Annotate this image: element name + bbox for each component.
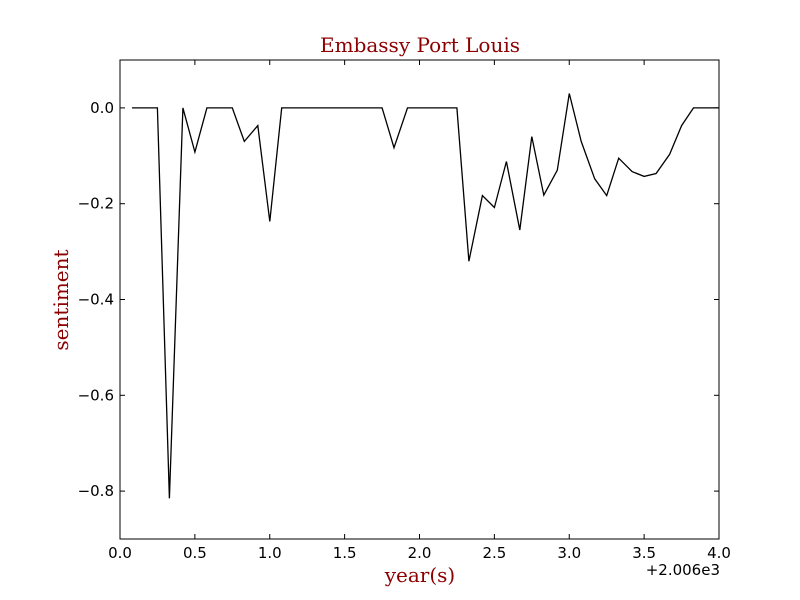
series-line: [132, 93, 719, 499]
chart-title: Embassy Port Louis: [320, 33, 520, 57]
series-group: [132, 93, 719, 499]
x-offset-label: +2.006e3: [646, 561, 720, 579]
y-tick-label: −0.8: [78, 482, 114, 500]
x-tick-label: 3.0: [557, 544, 581, 562]
x-tick-label: 3.5: [632, 544, 656, 562]
plot-area: [119, 59, 720, 540]
x-tick-label: 1.0: [258, 544, 282, 562]
x-tick-label: 2.5: [482, 544, 506, 562]
x-tick-label: 2.0: [408, 544, 432, 562]
x-tick-label: 1.5: [333, 544, 357, 562]
x-tick-label: 0.0: [108, 544, 132, 562]
y-tick-label: 0.0: [90, 99, 114, 117]
x-tick-label: 0.5: [183, 544, 207, 562]
y-tick-label: −0.4: [78, 291, 114, 309]
x-axis-label: year(s): [384, 563, 456, 587]
x-tick-label: 4.0: [707, 544, 731, 562]
y-tick-label: −0.6: [78, 386, 114, 404]
y-axis-label: sentiment: [49, 249, 73, 350]
y-tick-label: −0.2: [78, 195, 114, 213]
axis-ticks: 0.0 0.5 1.0 1.5 2.0 2.5 3.0 3.5 4.0 0.0 −0.2 −0.4 −0…: [78, 60, 731, 562]
